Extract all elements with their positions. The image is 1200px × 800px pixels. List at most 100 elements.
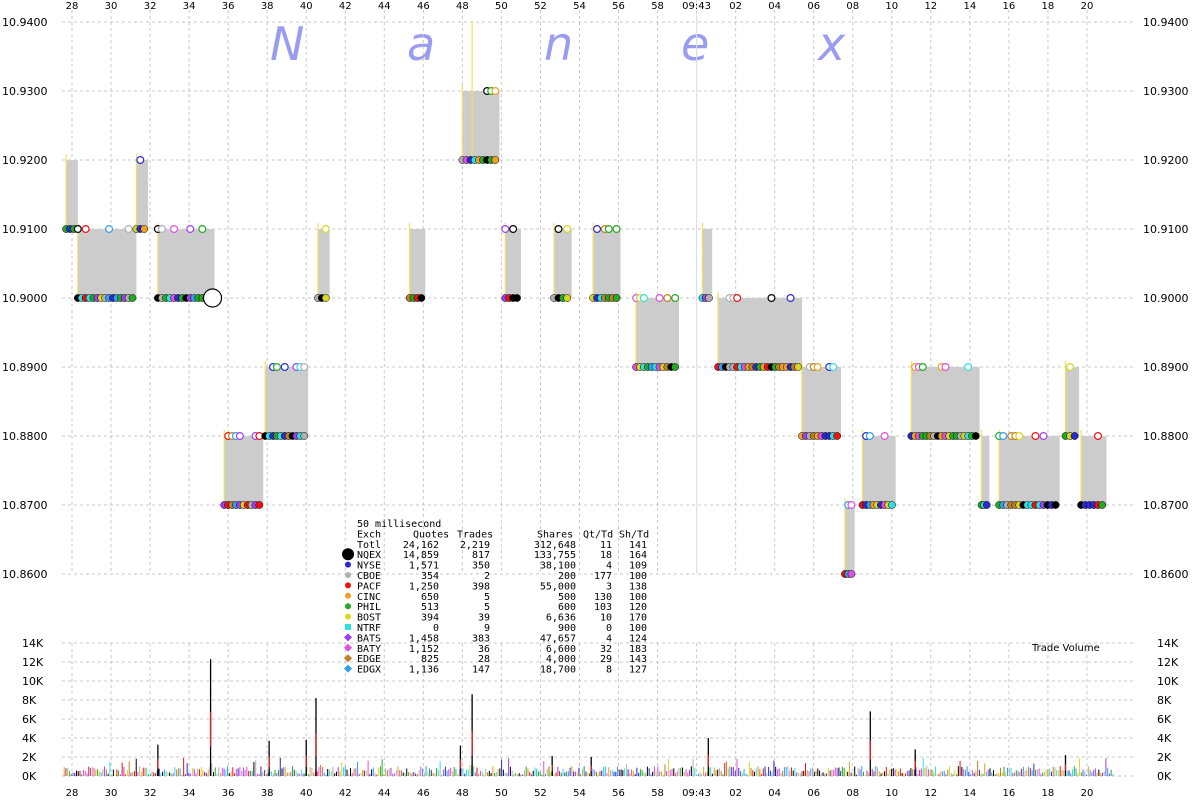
legend-cell: 4,000: [546, 654, 576, 665]
bid-marker: [321, 294, 330, 302]
legend-swatch: [345, 624, 351, 630]
time-tick-bottom: 30: [105, 788, 118, 799]
legend-swatch: [344, 654, 352, 663]
ask-marker: [880, 432, 889, 441]
time-tick-top: 46: [417, 1, 430, 12]
time-tick-bottom: 08: [846, 788, 859, 799]
volume-tick-right: 14K: [1157, 637, 1179, 650]
legend-exch: PACF: [357, 581, 381, 592]
time-tick-top: 28: [66, 1, 79, 12]
ask-marker: [198, 225, 207, 234]
price-tick-right: 10.8900: [1143, 361, 1189, 374]
nbbo-band: [265, 367, 309, 436]
bid-marker: [255, 501, 264, 509]
time-tick-top: 18: [1042, 1, 1055, 12]
legend-exch: CBOE: [357, 571, 381, 582]
volume-tick-right: 4K: [1157, 732, 1172, 745]
trade-volume-panel: 14K 14K 12K 12K 10K 10K 8K 8K 6K 6K 4K 4K 2K 2K 0K 0K Tr…: [22, 637, 1179, 783]
legend-swatch: [345, 613, 351, 620]
legend-cell: 4: [606, 561, 612, 572]
nbbo-band: [1081, 436, 1107, 505]
time-tick-bottom: 32: [144, 788, 157, 799]
legend-cell: 350: [472, 561, 490, 572]
ask-marker: [280, 363, 289, 372]
bid-marker: [971, 432, 980, 440]
ask-marker: [124, 225, 133, 234]
legend-cell: 29: [600, 654, 612, 665]
nbbo-band: [157, 229, 215, 298]
legend-cell: 55,000: [540, 581, 576, 592]
quote-markers: [62, 86, 1107, 578]
volume-tick-left: 4K: [22, 732, 37, 745]
legend-cell: 11: [600, 540, 612, 551]
ask-marker: [865, 432, 874, 441]
time-tick-bottom: 44: [378, 788, 391, 799]
legend-cell: 2,219: [460, 540, 490, 551]
legend-cell: 1,152: [409, 644, 439, 655]
ask-marker: [604, 225, 613, 234]
time-tick-bottom: 10: [885, 788, 898, 799]
time-tick-bottom: 06: [807, 788, 820, 799]
time-tick-bottom: 28: [66, 788, 79, 799]
legend-cell: 147: [472, 665, 490, 676]
legend-cell: 9: [484, 623, 490, 634]
nbbo-band: [911, 367, 980, 436]
time-tick-bottom: 52: [534, 788, 547, 799]
volume-tick-right: 12K: [1157, 656, 1179, 669]
price-tick-right: 10.9200: [1143, 154, 1189, 167]
legend-swatch: [342, 548, 354, 561]
time-tick-top: 30: [105, 1, 118, 12]
ask-marker: [491, 86, 500, 95]
nbbo-band: [636, 298, 680, 367]
bid-marker: [794, 363, 803, 371]
time-tick-bottom: 42: [339, 788, 352, 799]
legend-title: 50 millisecond: [357, 519, 441, 530]
bid-marker: [1098, 501, 1107, 509]
watermark-letter: a: [407, 17, 435, 71]
price-tick-left: 10.9100: [2, 223, 48, 236]
legend-cell: 10: [600, 613, 612, 624]
time-tick-bottom: 54: [573, 788, 586, 799]
nbbo-band: [136, 160, 149, 229]
nbbo-band: [718, 298, 802, 367]
legend-swatch: [345, 603, 351, 610]
nbbo-band: [554, 229, 572, 298]
legend-cell: 36: [478, 644, 490, 655]
price-tick-right: 10.9000: [1143, 292, 1189, 305]
legend-cell: 130: [594, 592, 612, 603]
legend-swatch: [345, 561, 351, 568]
ask-marker: [81, 225, 90, 234]
ask-marker: [509, 225, 518, 234]
legend-cell: 103: [594, 602, 612, 613]
ask-marker: [321, 225, 330, 234]
legend-cell: 14,859: [403, 550, 439, 561]
watermark-letter: n: [544, 17, 573, 71]
volume-tick-right: 10K: [1157, 675, 1179, 688]
time-tick-top: 16: [1003, 1, 1016, 12]
time-tick-top: 09:43: [682, 1, 711, 12]
ask-marker: [767, 294, 776, 303]
time-tick-top: 32: [144, 1, 157, 12]
legend-cell: 650: [421, 592, 439, 603]
legend-cell: 32: [600, 644, 612, 655]
ask-marker: [655, 294, 664, 303]
nbbo-band: [66, 160, 78, 229]
time-tick-bottom: 46: [417, 788, 430, 799]
nbbo-band: [409, 229, 426, 298]
ask-marker: [639, 294, 648, 303]
time-tick-top: 50: [495, 1, 508, 12]
time-tick-bottom: 50: [495, 788, 508, 799]
nbbo-band: [862, 436, 896, 505]
nbbo-band: [1065, 367, 1080, 436]
time-tick-bottom: 56: [612, 788, 625, 799]
time-tick-top: 40: [300, 1, 313, 12]
ask-marker: [829, 363, 838, 372]
legend-cell: 3: [606, 581, 612, 592]
legend-cell: 513: [421, 602, 439, 613]
price-tick-right: 10.8800: [1143, 430, 1189, 443]
nbbo-band: [462, 91, 500, 160]
legend-cell: 100: [629, 571, 647, 582]
volume-tick-left: 14K: [22, 637, 44, 650]
